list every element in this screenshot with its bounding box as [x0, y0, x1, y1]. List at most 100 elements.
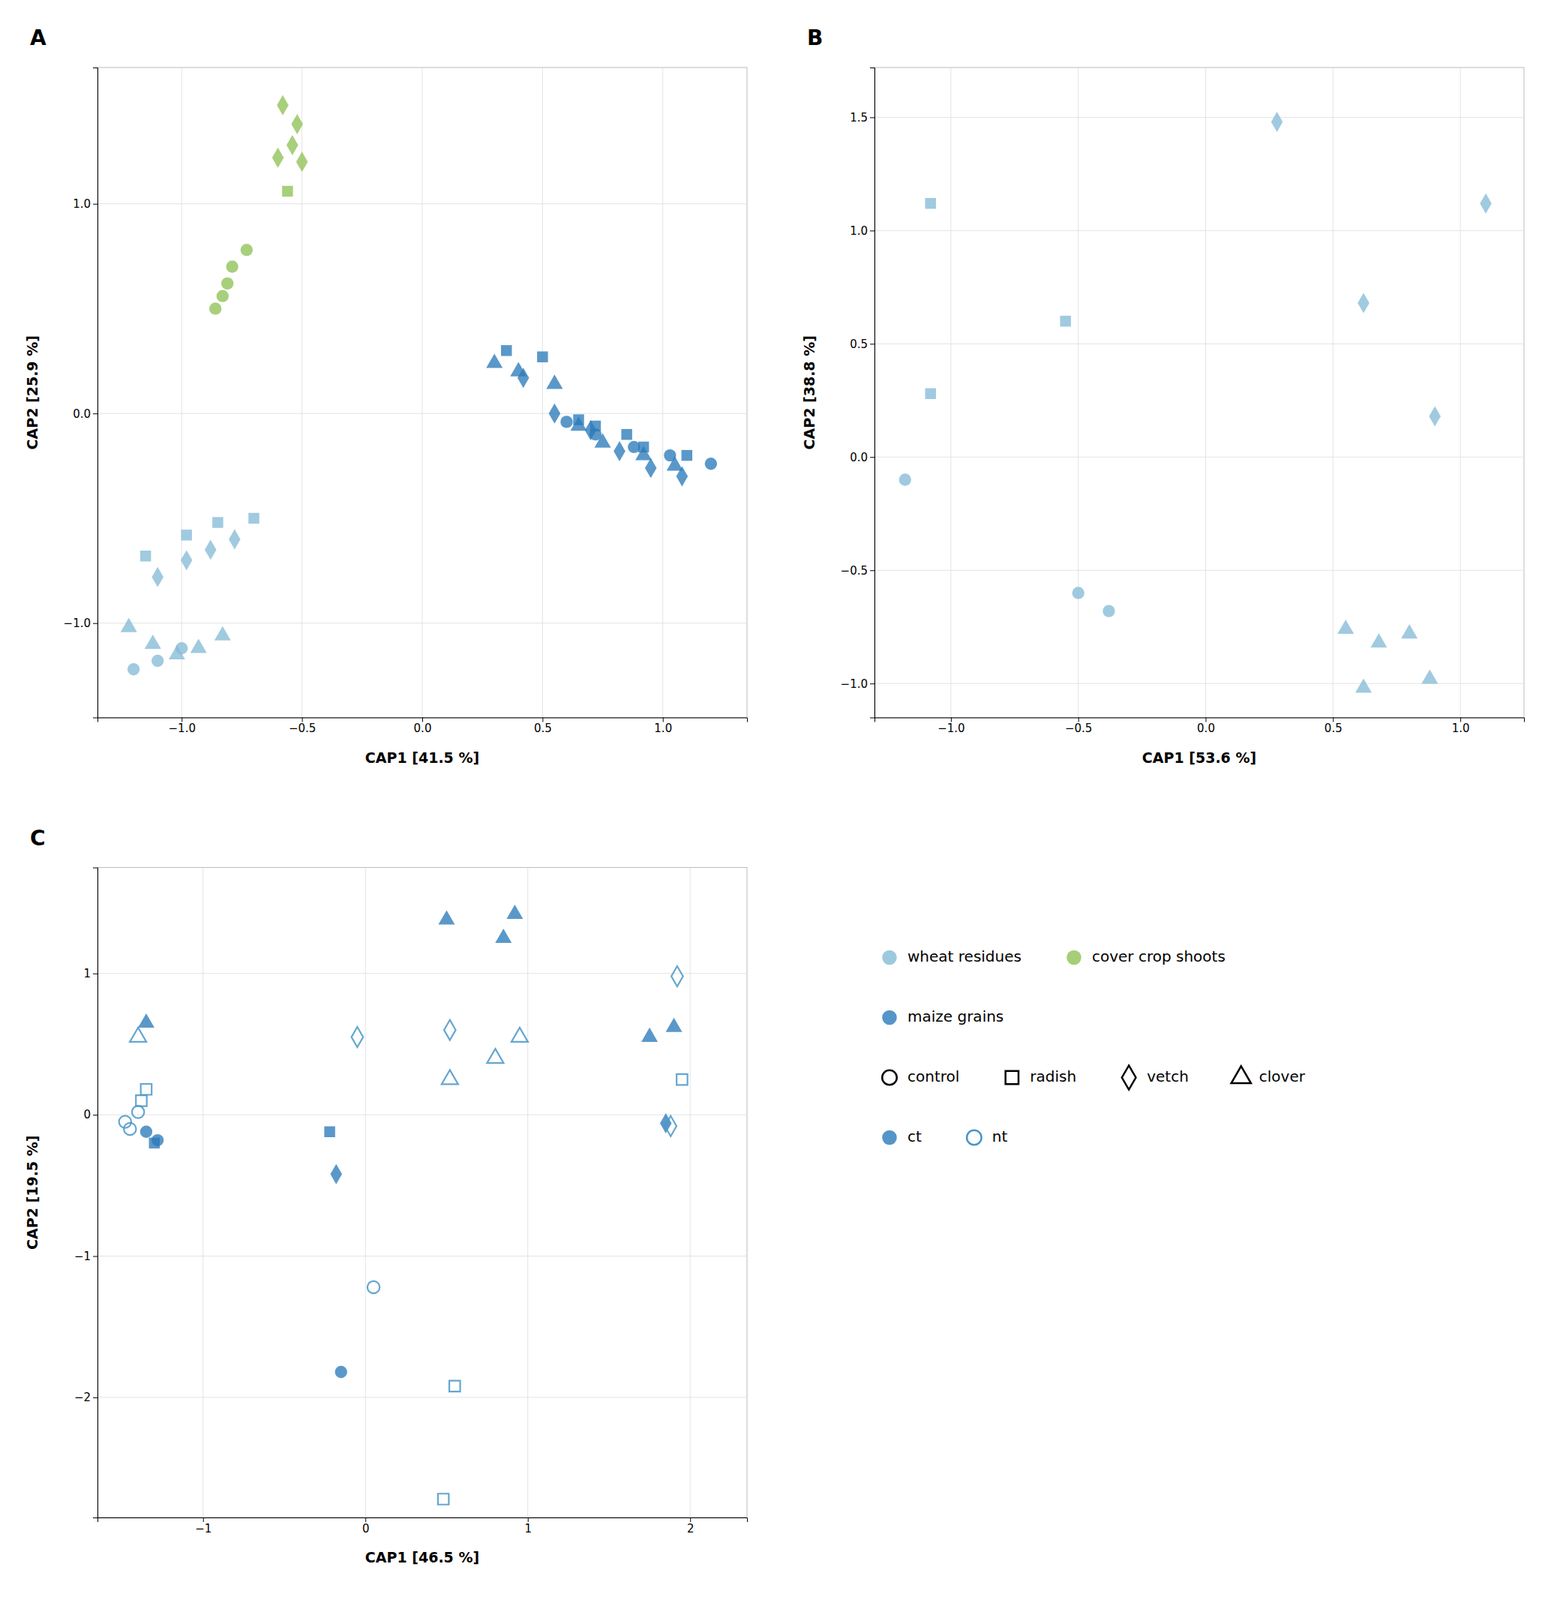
grid-line — [662, 67, 663, 718]
point — [613, 441, 626, 462]
y-tick-mark — [870, 683, 875, 684]
grid-line — [365, 867, 366, 1518]
y-tick-mark — [93, 623, 98, 624]
points — [899, 111, 1492, 693]
series — [899, 473, 1116, 617]
figure: −1.0−0.50.00.51.0−1.00.01.0CAP1 [41.5 %]… — [0, 0, 1554, 1600]
point — [282, 186, 293, 197]
y-tick-label: 0.0 — [72, 407, 91, 421]
y-tick: −1.0 — [63, 616, 98, 630]
point — [291, 114, 303, 135]
grid-line — [874, 230, 1524, 231]
point — [486, 353, 503, 368]
series — [1337, 619, 1438, 693]
x-tick-label: 0.5 — [1324, 721, 1343, 735]
point — [132, 1105, 144, 1118]
point — [1479, 193, 1492, 214]
y-tick: 0.0 — [849, 450, 875, 465]
x-tick: 0.0 — [1197, 717, 1215, 736]
point — [438, 1493, 449, 1504]
y-tick-label: 1 — [83, 966, 91, 981]
y-tick-label: 1.5 — [849, 111, 868, 125]
grid-line — [97, 972, 747, 974]
grid-line — [690, 867, 691, 1518]
series — [149, 1126, 336, 1149]
point — [1337, 619, 1354, 634]
point — [1355, 678, 1372, 693]
y-tick-mark — [93, 1397, 98, 1398]
y-tick: −1 — [74, 1249, 98, 1263]
point — [127, 663, 140, 675]
y-tick: −0.5 — [840, 564, 875, 578]
grid-line — [97, 1396, 747, 1398]
point — [140, 550, 151, 561]
grid-line — [527, 867, 528, 1518]
grid-line — [202, 867, 204, 1518]
point — [486, 1048, 504, 1063]
series — [140, 1125, 348, 1379]
y-tick: 0 — [83, 1107, 98, 1122]
y-tick-label: −1 — [74, 1249, 91, 1263]
y-tick-label: 0 — [83, 1107, 91, 1122]
legend-label: control — [907, 1067, 960, 1086]
point — [570, 416, 587, 431]
grid-line — [181, 67, 183, 718]
legend-marker — [1122, 1065, 1137, 1089]
y-tick-mark — [870, 230, 875, 231]
series — [138, 904, 683, 1042]
series — [209, 243, 253, 315]
plot-area: −1012−2−101CAP1 [46.5 %]CAP2 [19.5 %] — [24, 867, 748, 1566]
grid-line — [874, 117, 1524, 118]
legend-item: ct — [882, 1127, 922, 1146]
point — [621, 429, 632, 440]
grid-line — [1332, 67, 1334, 718]
series — [1271, 111, 1492, 426]
x-tick: 1 — [524, 1517, 532, 1536]
point — [506, 904, 523, 919]
plot-frame — [97, 67, 747, 718]
point — [1059, 315, 1071, 327]
point — [441, 1069, 459, 1084]
legend-label: vetch — [1146, 1067, 1189, 1086]
y-tick: 1.0 — [849, 224, 875, 238]
point — [296, 151, 309, 172]
points — [119, 904, 688, 1505]
x-tick: −1.0 — [168, 717, 196, 736]
x-tick-label: −1.0 — [937, 721, 965, 735]
series — [517, 367, 688, 486]
point — [140, 1125, 153, 1138]
grid-line — [422, 67, 423, 718]
grid-line — [97, 622, 747, 624]
point — [209, 302, 222, 315]
y-tick-label: −0.5 — [840, 564, 868, 578]
series — [330, 1113, 672, 1185]
legend-marker — [966, 1130, 982, 1146]
plot-area: −1.0−0.50.00.51.0−1.0−0.50.00.51.01.5CAP… — [801, 67, 1525, 766]
x-tick: 1.0 — [654, 717, 672, 736]
point — [216, 289, 229, 302]
legend-label: radish — [1029, 1067, 1077, 1086]
point — [151, 654, 164, 667]
x-tick-label: −1.0 — [168, 721, 196, 735]
x-tick-label: 0.0 — [414, 721, 432, 735]
panel-label: C — [30, 825, 46, 851]
point — [225, 260, 238, 273]
series — [501, 345, 693, 461]
point — [681, 450, 693, 461]
y-tick-mark — [93, 1256, 98, 1257]
legend-label: nt — [992, 1127, 1008, 1146]
grid-line — [97, 1114, 747, 1116]
x-tick-label: 1.0 — [1452, 721, 1470, 735]
legend-item: control — [882, 1067, 960, 1086]
legend-marker — [882, 950, 897, 966]
point — [438, 909, 455, 924]
point — [641, 1027, 658, 1042]
point — [212, 516, 223, 528]
plot-frame — [97, 867, 747, 1518]
y-axis: −1.00.01.0 — [63, 68, 99, 719]
legend-item: clover — [1231, 1065, 1306, 1086]
point — [144, 634, 162, 649]
legend-marker — [1005, 1071, 1019, 1084]
point — [589, 428, 602, 441]
point — [671, 966, 684, 987]
